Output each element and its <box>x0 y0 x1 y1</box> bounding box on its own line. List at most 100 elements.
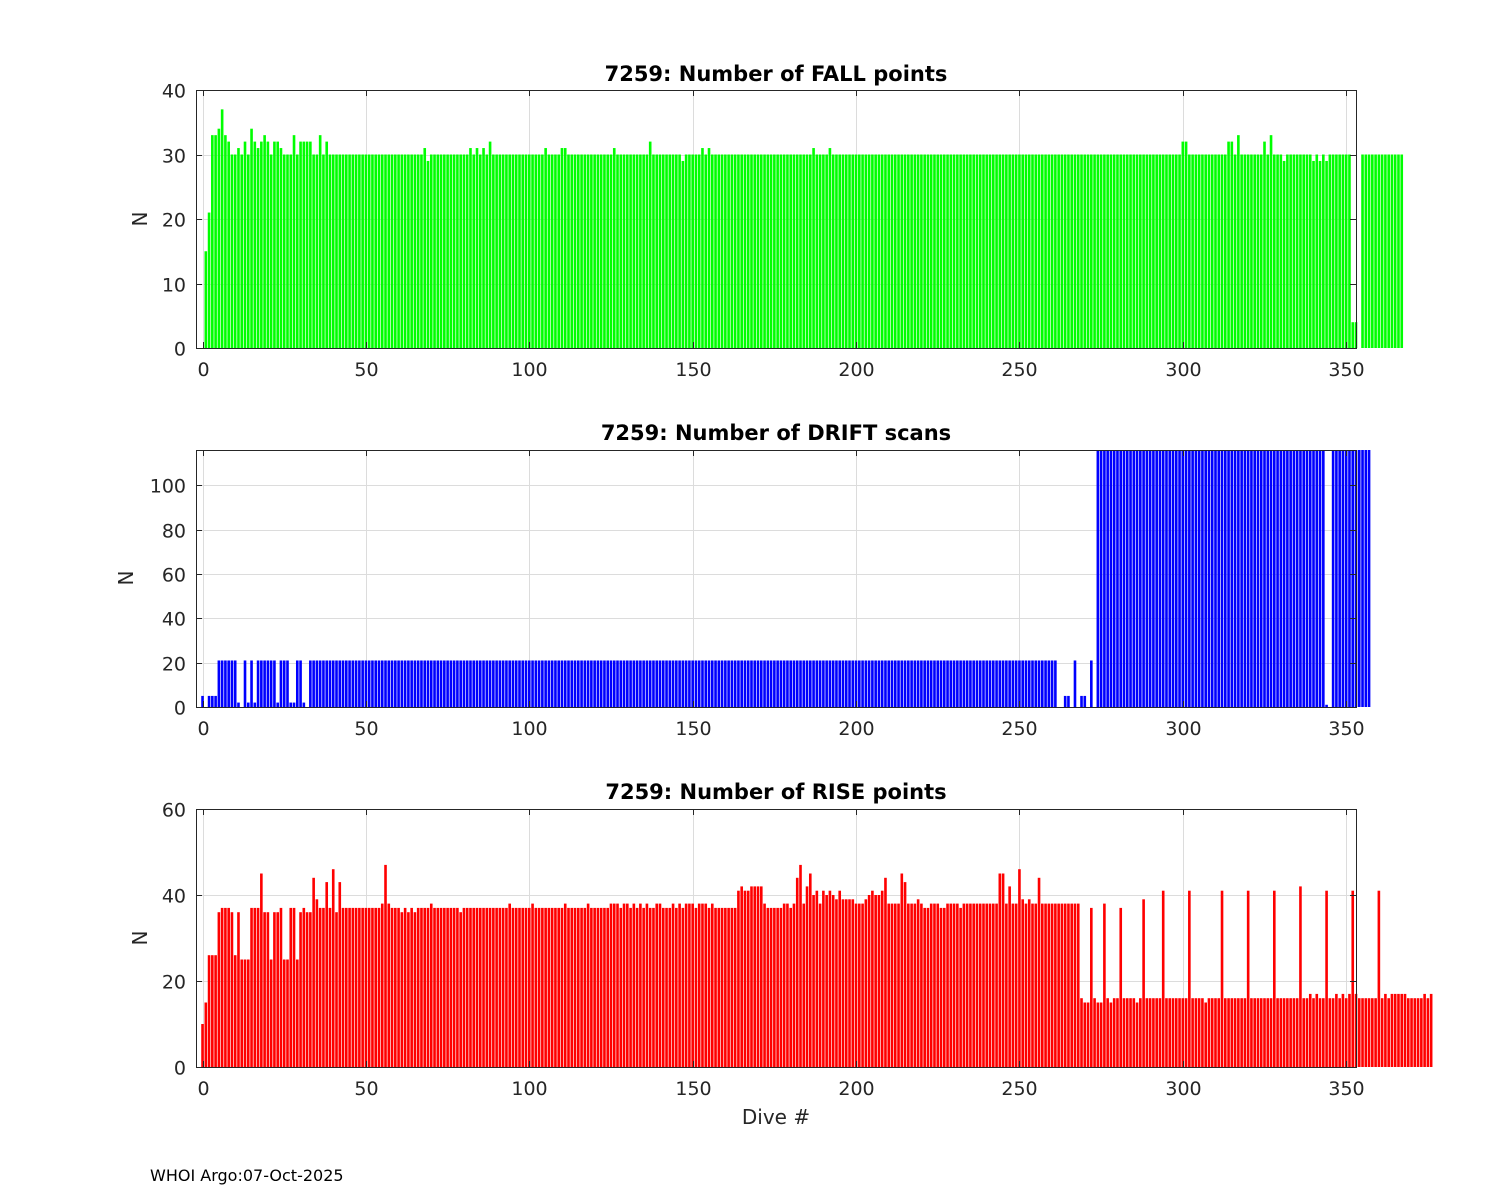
bar <box>1367 450 1371 707</box>
bar <box>521 660 525 707</box>
bar <box>462 154 466 348</box>
bar <box>524 907 528 1067</box>
bar <box>606 660 610 707</box>
bar <box>1328 998 1332 1067</box>
bar <box>573 660 577 707</box>
bar <box>550 907 554 1067</box>
bar <box>590 154 593 348</box>
bar <box>1125 450 1129 707</box>
bar <box>429 660 433 707</box>
bar <box>328 660 332 707</box>
bar <box>570 907 574 1067</box>
bar <box>1371 154 1374 348</box>
bar <box>812 895 815 1067</box>
bar <box>1282 998 1286 1067</box>
bar <box>1416 998 1420 1067</box>
bar <box>965 903 969 1067</box>
bar <box>792 660 796 707</box>
bar <box>459 912 462 1067</box>
bar <box>1106 154 1109 348</box>
bar <box>593 660 596 707</box>
bar <box>1354 993 1358 1067</box>
bar <box>429 154 433 348</box>
bar <box>1331 998 1335 1067</box>
bar <box>452 154 456 348</box>
bar <box>508 660 511 707</box>
bar <box>282 660 286 707</box>
bar <box>877 660 881 707</box>
bar <box>1044 660 1047 707</box>
bar <box>302 907 306 1067</box>
bar <box>1328 154 1332 348</box>
bar <box>841 154 845 348</box>
bar <box>1210 998 1214 1067</box>
bar <box>916 154 920 348</box>
bar <box>619 907 623 1067</box>
bar <box>292 135 296 348</box>
bar <box>988 903 992 1067</box>
bar <box>1230 998 1234 1067</box>
bar <box>276 141 279 348</box>
bar <box>547 154 551 348</box>
bar <box>1223 998 1227 1067</box>
bar <box>554 660 557 707</box>
bar <box>1027 899 1031 1067</box>
bar <box>276 912 279 1067</box>
bar <box>511 154 515 348</box>
bar <box>1050 660 1054 707</box>
bar <box>260 660 263 707</box>
bar <box>1305 450 1309 707</box>
bar <box>485 660 489 707</box>
bar <box>848 154 851 348</box>
y-tick-label: 80 <box>162 521 186 543</box>
bar <box>295 154 299 348</box>
bar <box>838 660 842 707</box>
bar <box>1057 154 1060 348</box>
bar <box>318 135 322 348</box>
bar <box>1361 154 1364 348</box>
bar <box>367 907 371 1067</box>
bar <box>1289 450 1292 707</box>
bar <box>1018 660 1021 707</box>
bar <box>1021 899 1025 1067</box>
bar <box>916 899 920 1067</box>
y-tick-label: 60 <box>162 565 186 587</box>
bar <box>377 154 381 348</box>
bar <box>1047 660 1051 707</box>
bar <box>1181 141 1185 348</box>
bar <box>488 660 492 707</box>
bar <box>465 907 469 1067</box>
bar <box>900 154 904 348</box>
bar <box>890 154 894 348</box>
bar <box>472 154 476 348</box>
bar <box>1266 998 1270 1067</box>
bar <box>1237 135 1240 348</box>
bar <box>1237 450 1240 707</box>
bar <box>874 895 877 1067</box>
bar <box>309 912 312 1067</box>
bar <box>1292 154 1296 348</box>
bar <box>527 907 531 1067</box>
bar <box>1024 903 1028 1067</box>
bar <box>1171 998 1175 1067</box>
bar <box>299 141 302 348</box>
bar <box>1122 154 1126 348</box>
bar <box>939 154 943 348</box>
bar <box>256 907 260 1067</box>
bar <box>714 660 717 707</box>
bar <box>668 907 672 1067</box>
bar <box>1351 450 1355 707</box>
bar <box>907 903 910 1067</box>
bar <box>400 660 404 707</box>
bar <box>893 154 897 348</box>
bar <box>867 895 871 1067</box>
bar <box>557 660 561 707</box>
bar <box>1014 660 1018 707</box>
bar <box>1125 154 1129 348</box>
bar <box>1322 154 1325 348</box>
bar <box>449 154 453 348</box>
bar <box>263 660 266 707</box>
bar <box>1259 450 1263 707</box>
bar <box>1070 903 1074 1067</box>
bar <box>1230 450 1234 707</box>
